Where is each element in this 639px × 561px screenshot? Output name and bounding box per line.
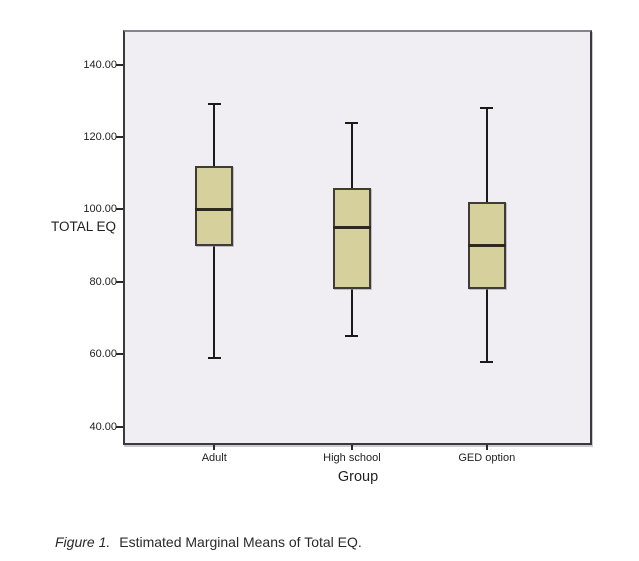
y-tick-label: 80.00 — [89, 275, 117, 288]
y-tick-mark — [116, 208, 123, 211]
y-tick-label: 120.00 — [83, 131, 117, 143]
box-iqr — [195, 165, 234, 246]
y-tick-mark — [116, 63, 123, 66]
box-iqr — [332, 187, 371, 290]
x-tick-mark — [213, 445, 216, 450]
box-whisker-cap-bottom — [345, 335, 359, 338]
box-whisker-cap-top — [345, 121, 359, 124]
y-tick-mark — [116, 425, 123, 428]
y-axis-title: TOTAL EQ — [50, 219, 116, 234]
x-tick-mark — [350, 445, 353, 450]
box-whisker-cap-top — [207, 103, 221, 106]
x-axis-title: Group — [337, 469, 379, 485]
figure-caption: Figure 1. Estimated Marginal Means of Tot… — [55, 534, 362, 550]
y-tick-label: 40.00 — [89, 420, 117, 433]
x-tick-mark — [485, 445, 488, 450]
y-tick-mark — [116, 280, 123, 283]
x-category-label: Adult — [201, 452, 227, 464]
y-tick-label: 100.00 — [83, 203, 117, 216]
box-median-line — [332, 226, 371, 230]
box-whisker-cap-bottom — [480, 360, 494, 363]
box-median-line — [195, 207, 234, 211]
x-category-label: High school — [323, 452, 381, 464]
figure-caption-label: Figure 1. — [55, 534, 111, 550]
box-whisker-cap-bottom — [207, 356, 221, 359]
y-tick-mark — [116, 353, 123, 356]
box-whisker-cap-top — [480, 107, 494, 110]
figure-caption-text: Estimated Marginal Means of Total EQ. — [119, 534, 362, 550]
y-tick-label: 60.00 — [89, 348, 117, 361]
x-category-label: GED option — [458, 452, 516, 464]
y-tick-label: 140.00 — [83, 58, 117, 71]
y-tick-mark — [116, 136, 123, 138]
box-median-line — [467, 244, 506, 248]
